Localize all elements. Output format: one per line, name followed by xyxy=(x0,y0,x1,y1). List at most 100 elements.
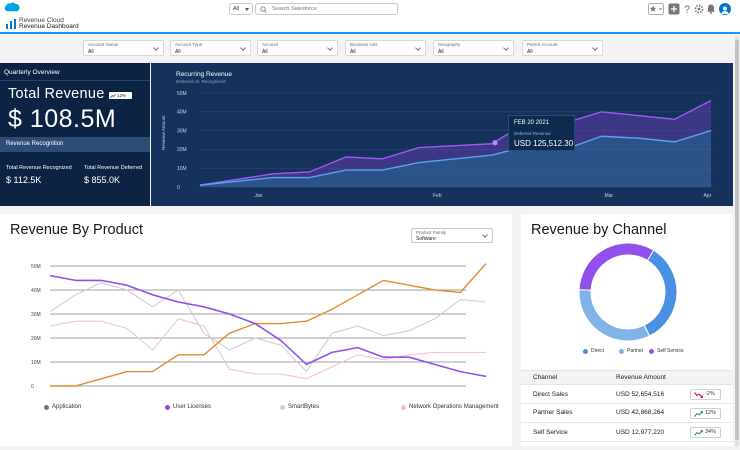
help-icon[interactable]: ? xyxy=(681,3,693,15)
column-header-channel[interactable]: Channel xyxy=(533,374,558,381)
table-row xyxy=(521,423,733,442)
search-placeholder: Search Salesforce xyxy=(272,6,317,12)
trend-down-icon xyxy=(694,392,703,398)
legend-swatch xyxy=(401,405,406,410)
filter-label: Business Unit xyxy=(350,42,378,47)
quarterly-overview-title: Quarterly Overview xyxy=(4,69,60,76)
chevron-down-icon xyxy=(153,45,159,51)
filter-label: Geography xyxy=(438,42,461,47)
amount-cell: USD 52,654,516 xyxy=(616,391,665,398)
column-header-revenue-amount[interactable]: Revenue Amount xyxy=(616,374,666,381)
search-scope-label: All xyxy=(233,6,240,12)
legend-swatch xyxy=(649,349,654,354)
deferred-value: $ 855.0K xyxy=(84,175,121,185)
tooltip-label: Deferred Revenue xyxy=(514,131,551,136)
recognized-value: $ 112.5K xyxy=(6,175,42,185)
caret-down-icon xyxy=(245,8,249,11)
scrollbar-thumb[interactable] xyxy=(735,40,739,440)
revenue-by-channel-donut[interactable] xyxy=(576,240,680,344)
recurring-revenue-title: Recurring Revenue xyxy=(176,71,233,78)
y-tick-label: 30M xyxy=(31,312,41,318)
salesforce-logo[interactable] xyxy=(4,2,20,13)
x-tick-label: Feb xyxy=(433,193,442,199)
filter-value: All xyxy=(88,49,94,55)
search-input[interactable]: Search Salesforce xyxy=(255,3,398,15)
donut-slice-self-service xyxy=(578,242,655,291)
trend-value: 12% xyxy=(705,410,717,416)
table-row xyxy=(521,385,733,404)
revenue-by-product-chart[interactable]: 0 10M 20M 30M 40M 50M xyxy=(0,214,512,446)
setup-gear-icon[interactable] xyxy=(693,3,705,15)
filter-label: Account Type xyxy=(175,42,203,47)
legend-self-service[interactable]: Self Service xyxy=(657,348,684,354)
search-scope-select[interactable]: All xyxy=(229,3,253,15)
trend-badge: -2% xyxy=(690,389,721,400)
y-tick-label: 40M xyxy=(177,110,187,116)
filter-business-unit[interactable]: Business Unit All xyxy=(345,40,426,56)
revenue-recognition-header xyxy=(0,137,150,152)
filter-value: All xyxy=(438,49,444,55)
deferred-area xyxy=(200,100,711,186)
y-tick-label: 30M xyxy=(177,128,187,134)
legend-application[interactable]: Application xyxy=(52,404,82,410)
trend-up-icon xyxy=(694,411,703,417)
filter-account-type[interactable]: Account Type All xyxy=(170,40,251,56)
chevron-down-icon xyxy=(240,45,246,51)
recurring-revenue-chart[interactable]: 0 10M 20M 30M 40M 50M Jan Feb Mar Apr xyxy=(151,63,733,206)
filter-value: All xyxy=(262,49,268,55)
legend-swatch xyxy=(619,349,624,354)
filter-account-owner[interactable]: Account Owner All xyxy=(83,40,164,56)
channel-cell: Partner Sales xyxy=(533,409,573,416)
chevron-down-icon xyxy=(327,45,333,51)
filter-value: All xyxy=(175,49,181,55)
filter-account[interactable]: Account All xyxy=(257,40,338,56)
table-row xyxy=(521,404,733,423)
legend-network-operations[interactable]: Network Operations Management xyxy=(409,404,499,410)
chevron-down-icon xyxy=(503,45,509,51)
legend-user-licenses[interactable]: User Licenses xyxy=(173,404,212,410)
x-tick-label: Jan xyxy=(254,193,262,199)
revenue-by-product-card xyxy=(0,214,512,446)
notifications-bell-icon[interactable] xyxy=(705,3,717,15)
legend-swatch xyxy=(44,405,49,410)
y-tick-label: 10M xyxy=(177,166,187,172)
tooltip-date: FEB 20 2021 xyxy=(514,120,550,126)
divider xyxy=(0,80,150,81)
app-name: Revenue Cloud xyxy=(19,17,64,24)
trend-badge: 34% xyxy=(690,427,721,438)
favorites-icon[interactable] xyxy=(648,3,664,15)
deferred-label: Total Revenue Deferred xyxy=(84,165,143,171)
product-family-select[interactable]: Product Family Software xyxy=(411,228,493,243)
user-avatar[interactable] xyxy=(719,3,731,15)
x-tick-label: Mar xyxy=(604,193,613,199)
filter-value: All xyxy=(350,49,356,55)
trend-value: -2% xyxy=(705,391,715,397)
legend-direct[interactable]: Direct xyxy=(591,348,605,354)
svg-text:?: ? xyxy=(684,4,690,15)
trend-badge: 12% xyxy=(690,408,721,419)
y-tick-label: 50M xyxy=(177,91,187,97)
legend-smartbytes[interactable]: SmartBytes xyxy=(288,404,320,410)
donut-slice-direct xyxy=(643,249,678,337)
legend-partner[interactable]: Partner xyxy=(627,348,644,354)
x-tick-label: Apr xyxy=(703,193,711,199)
y-tick-label: 0 xyxy=(177,185,180,191)
filter-label: Account Owner xyxy=(88,42,119,47)
revenue-by-channel-title: Revenue by Channel xyxy=(531,222,667,238)
filter-parent-account[interactable]: Parent Account All xyxy=(522,40,603,56)
channel-cell: Direct Sales xyxy=(533,391,569,398)
series-line-smartbytes xyxy=(49,282,487,373)
revenue-by-product-title: Revenue By Product xyxy=(10,222,143,238)
add-icon[interactable] xyxy=(668,3,680,15)
legend-swatch xyxy=(280,405,285,410)
trend-up-icon xyxy=(694,430,703,436)
y-tick-label: 40M xyxy=(31,288,41,294)
filter-value: Software xyxy=(416,236,436,242)
filter-label: Parent Account xyxy=(527,42,558,47)
y-tick-label: 50M xyxy=(31,264,41,270)
amount-cell: USD 42,868,264 xyxy=(616,409,665,416)
series-line-application xyxy=(50,263,487,387)
page-title: Revenue Dashboard xyxy=(19,23,79,30)
filter-geography[interactable]: Geography All xyxy=(433,40,514,56)
total-revenue-value: $ 108.5M xyxy=(8,105,117,133)
